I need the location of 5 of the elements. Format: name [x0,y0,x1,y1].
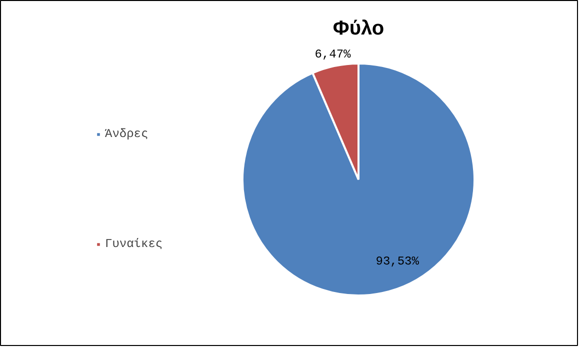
data-label: 6,47% [314,48,352,62]
data-label: 93,53% [376,254,420,268]
legend-label: Άνδρες [105,127,148,141]
legend-label: Γυναίκες [105,237,163,251]
chart-title: Φύλο [332,18,384,40]
